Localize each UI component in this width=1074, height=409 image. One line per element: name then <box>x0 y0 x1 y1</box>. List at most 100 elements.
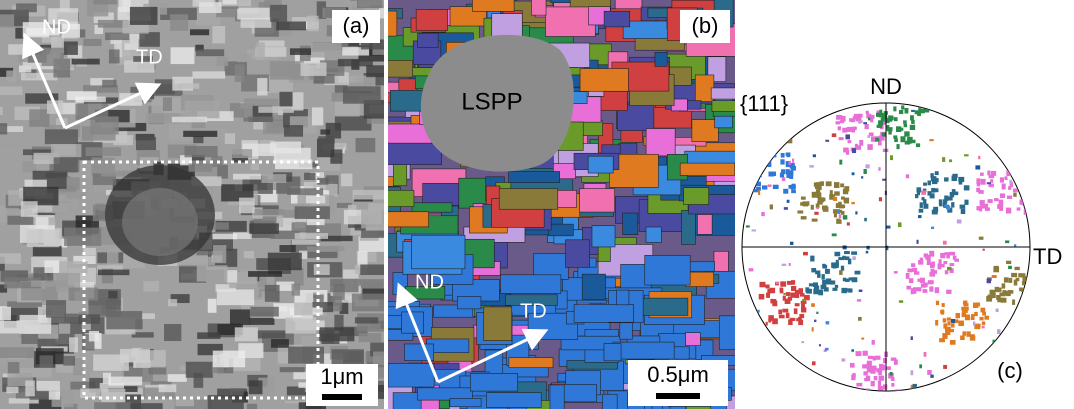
pole-point <box>863 371 867 375</box>
grain <box>598 247 610 262</box>
pole-point <box>838 257 844 260</box>
pole-point <box>783 296 786 301</box>
pole-point <box>966 317 971 320</box>
pole-point <box>1009 180 1011 185</box>
grain <box>582 274 605 299</box>
grain <box>341 174 352 187</box>
pole-point <box>909 278 913 283</box>
pole-point <box>890 155 893 160</box>
grain <box>54 157 78 172</box>
pole-point <box>891 383 894 387</box>
pole-point <box>833 209 838 213</box>
grain <box>139 32 159 47</box>
pole-point <box>950 340 956 345</box>
particle <box>122 188 198 256</box>
pole-point <box>799 314 804 318</box>
pole-point <box>988 294 993 298</box>
pole-point <box>1032 269 1036 274</box>
grain <box>93 0 116 4</box>
pole-point <box>866 251 868 254</box>
pole-point <box>817 273 820 278</box>
pole-point <box>789 161 791 165</box>
grain <box>412 203 452 212</box>
pole-point <box>790 170 794 174</box>
pole-point <box>894 138 898 142</box>
grain <box>102 80 116 88</box>
grain <box>86 147 122 156</box>
scale-bar <box>322 394 362 400</box>
pole-point <box>758 190 760 195</box>
pole-point <box>1012 136 1014 141</box>
pole-point <box>818 290 823 296</box>
pole-point <box>995 287 999 292</box>
pole-point <box>795 303 800 306</box>
pole-point <box>911 110 915 112</box>
grain <box>94 402 131 409</box>
pole-point <box>760 157 764 162</box>
pole-point <box>766 285 769 288</box>
pole-point <box>1005 240 1009 243</box>
pole-point <box>923 183 927 186</box>
pole-point <box>746 167 750 171</box>
grain <box>248 271 282 277</box>
pole-point <box>801 307 806 312</box>
grain <box>686 333 701 346</box>
pole-point <box>947 321 950 325</box>
grain <box>457 297 481 309</box>
grain <box>682 210 696 244</box>
grain <box>6 387 18 394</box>
pole-point <box>923 289 926 292</box>
pole-point <box>773 152 777 157</box>
pole-point <box>786 292 790 296</box>
pole-point <box>952 174 957 178</box>
pole-point <box>929 251 934 257</box>
pole-point <box>1029 302 1032 306</box>
grain <box>320 129 330 134</box>
axis-label: TD <box>520 300 547 322</box>
pole-point <box>1024 191 1027 193</box>
grain <box>235 64 245 82</box>
pole-point <box>867 144 872 150</box>
grain <box>0 14 14 28</box>
pole-point <box>814 182 819 186</box>
grain <box>155 79 175 94</box>
pole-point <box>979 208 982 212</box>
pole-point <box>825 269 830 274</box>
pole-point <box>822 274 825 280</box>
pole-point <box>826 181 832 186</box>
grain <box>295 222 305 228</box>
pole-point <box>887 127 893 131</box>
pole-point <box>764 348 766 351</box>
grain <box>549 224 574 236</box>
pole-point <box>1023 182 1026 187</box>
pole-point <box>1012 299 1015 304</box>
pole-point <box>990 290 994 295</box>
grain <box>171 47 195 64</box>
pole-point <box>1009 324 1014 327</box>
grain <box>230 388 244 395</box>
pole-point <box>830 385 833 389</box>
pole-point <box>801 216 807 219</box>
pole-point <box>927 370 931 375</box>
pole-point <box>1002 183 1006 189</box>
pole-point <box>907 268 912 272</box>
pole-point <box>851 375 855 380</box>
pole-point <box>852 148 856 153</box>
pole-point <box>768 184 772 187</box>
pole-point <box>803 202 808 206</box>
grain <box>412 235 465 269</box>
pole-point <box>1028 280 1033 285</box>
pole-point <box>1024 167 1026 171</box>
pole-point <box>1013 193 1016 197</box>
pole-point <box>812 219 818 222</box>
pole-point <box>783 357 787 359</box>
pole-point <box>779 315 785 319</box>
pole-point <box>970 334 975 338</box>
pole-point <box>979 237 984 240</box>
pole-point <box>897 128 903 131</box>
pole-point <box>916 187 921 192</box>
pole-point <box>857 299 861 301</box>
figure: ND TD (a) 1μm LSPP ND TD (b) 0.5μm {111}… <box>0 0 1074 409</box>
pole-point <box>788 296 792 300</box>
grain <box>355 317 378 323</box>
